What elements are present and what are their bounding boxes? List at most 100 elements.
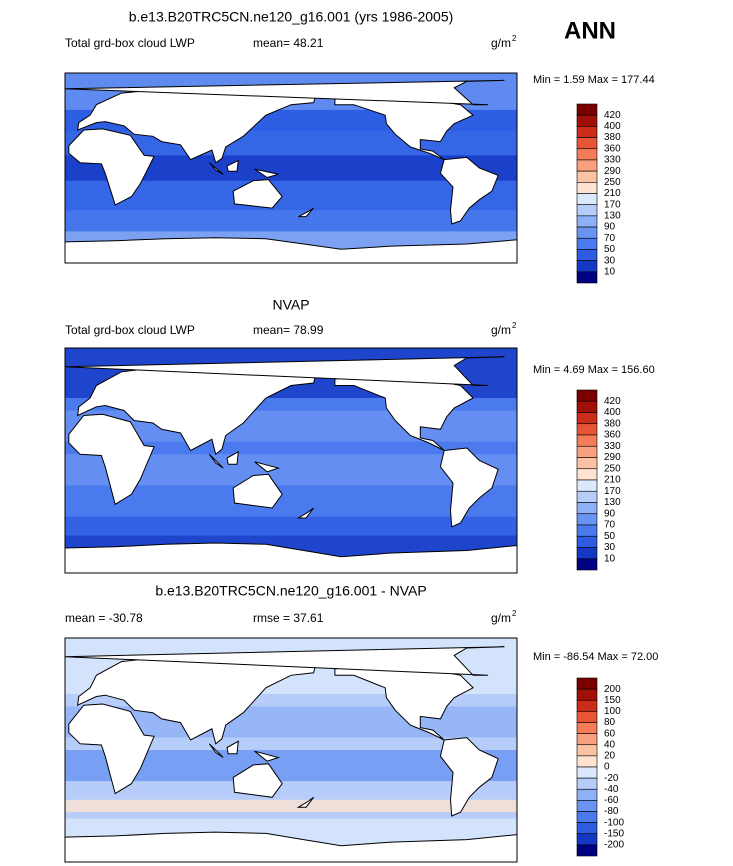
colorbar-box [576, 457, 598, 470]
colorbar-box [576, 479, 598, 492]
continent [296, 507, 315, 519]
colorbar-box [576, 468, 598, 481]
panel-stat: rmse = 37.61 [253, 611, 324, 625]
colorbar-box [576, 114, 598, 127]
colorbar-box [576, 811, 598, 823]
panel-label: Total grd-box cloud LWP [65, 323, 195, 337]
colorbar-label: 80 [604, 717, 616, 728]
continent [254, 750, 281, 762]
colorbar-label: -40 [604, 784, 619, 795]
colorbar-box [576, 148, 598, 161]
continent [439, 156, 499, 225]
colorbar-label: 150 [604, 695, 621, 706]
colorbar-label: 400 [604, 121, 621, 132]
colorbar-label: 170 [604, 486, 621, 497]
colorbar-box [576, 490, 598, 503]
continent [68, 128, 155, 206]
map [65, 638, 517, 862]
colorbar-box [576, 547, 598, 560]
colorbar-label: 330 [604, 441, 621, 452]
units-exponent: 2 [512, 34, 517, 43]
panel-label: mean = -30.78 [65, 611, 143, 625]
colorbar-box [576, 249, 598, 261]
continent [68, 413, 155, 506]
season-label: ANN [564, 17, 616, 44]
colorbar-label: 60 [604, 728, 616, 739]
colorbar-box [576, 137, 598, 150]
colorbar-box [576, 434, 598, 447]
units: g/m [491, 611, 511, 625]
colorbar-label: 360 [604, 143, 621, 154]
units: g/m [491, 36, 511, 50]
continent [298, 207, 314, 218]
colorbar-box [576, 777, 598, 790]
continent [65, 237, 517, 263]
panel-title: NVAP [272, 297, 309, 313]
colorbar-box [576, 744, 598, 757]
colorbar-label: 290 [604, 452, 621, 463]
colorbar-box [576, 445, 598, 458]
colorbar-label: 420 [604, 110, 621, 121]
min-max: Min = 1.59 Max = 177.44 [533, 74, 655, 86]
continent [232, 473, 283, 509]
colorbar-box [576, 159, 598, 172]
colorbar-label: 90 [604, 222, 616, 233]
colorbar-box [576, 423, 598, 436]
colorbar-box [576, 733, 598, 746]
min-max: Min = 4.69 Max = 156.60 [533, 364, 655, 376]
colorbar-label: 0 [604, 762, 610, 773]
colorbar-label: 380 [604, 418, 621, 429]
continent [76, 363, 317, 456]
colorbar-label: 170 [604, 199, 621, 210]
continent [232, 763, 283, 798]
colorbar-label: 40 [604, 739, 616, 750]
continent [65, 356, 505, 386]
colorbar-box [576, 215, 598, 228]
map-frame [64, 637, 518, 863]
colorbar-box [576, 204, 598, 217]
colorbar-box [576, 513, 598, 526]
colorbar-label: 70 [604, 233, 616, 244]
colorbar-box [576, 800, 598, 812]
colorbar-box [576, 502, 598, 515]
colorbar-label: -150 [604, 828, 624, 839]
colorbar-label: 210 [604, 188, 621, 199]
units-exponent: 2 [512, 321, 517, 330]
colorbar-box [576, 788, 598, 801]
colorbar-box [576, 722, 598, 734]
map-frame [64, 347, 518, 574]
continent [226, 740, 239, 755]
colorbar-box [576, 170, 598, 183]
colorbar-label: 70 [604, 520, 616, 531]
colorbar-label: 30 [604, 542, 616, 553]
colorbar-box [576, 126, 598, 138]
continent [65, 831, 517, 862]
continent [208, 743, 224, 758]
colorbar-box [576, 271, 598, 284]
colorbar-box [576, 226, 598, 239]
colorbar-label: 30 [604, 255, 616, 266]
colorbar-label: 400 [604, 407, 621, 418]
continent [439, 737, 499, 817]
colorbar-box [576, 260, 598, 273]
panel-stat: mean= 78.99 [253, 323, 324, 337]
continent [65, 542, 517, 573]
panel-stat: mean= 48.21 [253, 36, 324, 50]
colorbar-label: 250 [604, 177, 621, 188]
colorbar-box [576, 766, 598, 779]
colorbar-box [576, 182, 598, 194]
colorbar-label: 20 [604, 751, 616, 762]
continent [296, 796, 314, 808]
continent [76, 653, 317, 745]
map-frame [64, 72, 518, 264]
colorbar-label: 130 [604, 497, 621, 508]
continent [68, 703, 155, 795]
colorbar-label: 290 [604, 166, 621, 177]
colorbar-label: -200 [604, 840, 624, 851]
continent [226, 159, 239, 172]
continent [254, 461, 281, 473]
colorbar-box [576, 400, 598, 413]
colorbar-box [576, 103, 598, 116]
colorbar-label: -80 [604, 806, 619, 817]
continent [209, 162, 224, 175]
